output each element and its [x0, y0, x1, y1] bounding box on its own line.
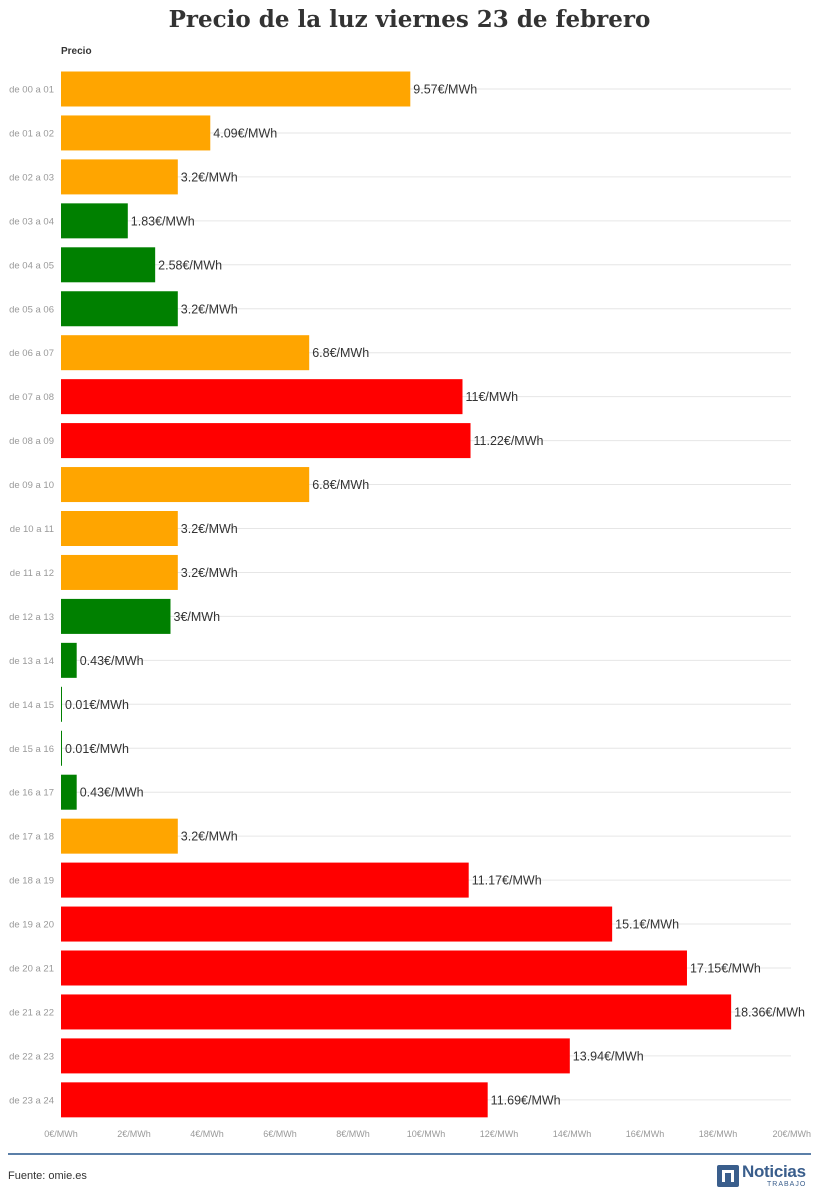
x-tick-label: 14€/MWh	[553, 1129, 592, 1139]
category-label: de 05 a 06	[9, 304, 54, 315]
bar	[61, 335, 310, 371]
x-tick-label: 18€/MWh	[699, 1129, 738, 1139]
bar	[61, 950, 687, 986]
bar	[61, 1082, 488, 1118]
x-tick-label: 8€/MWh	[336, 1129, 370, 1139]
category-label: de 04 a 05	[9, 260, 54, 271]
data-label: 3.2€/MWh	[181, 522, 238, 536]
logo-name: Noticias	[742, 1162, 806, 1181]
bar	[61, 423, 471, 459]
bar	[61, 379, 463, 415]
chart-title: Precio de la luz viernes 23 de febrero	[168, 6, 651, 33]
data-label: 3.2€/MWh	[181, 566, 238, 580]
bar	[61, 554, 178, 590]
bar	[61, 642, 77, 678]
category-label: de 14 a 15	[9, 700, 54, 711]
x-tick-label: 20€/MWh	[772, 1129, 811, 1139]
x-tick-label: 12€/MWh	[480, 1129, 519, 1139]
data-label: 11.69€/MWh	[491, 1093, 561, 1107]
bar	[61, 994, 732, 1030]
data-label: 3.2€/MWh	[181, 830, 238, 844]
x-tick-label: 4€/MWh	[190, 1129, 224, 1139]
x-tick-label: 0€/MWh	[44, 1129, 78, 1139]
bar	[61, 115, 211, 151]
data-label: 0.01€/MWh	[65, 742, 129, 756]
category-label: de 08 a 09	[9, 436, 54, 447]
category-label: de 11 a 12	[10, 568, 54, 579]
bar	[61, 774, 77, 810]
category-label: de 03 a 04	[9, 216, 54, 227]
data-label: 15.1€/MWh	[615, 918, 679, 932]
bar	[61, 291, 178, 327]
category-label: de 10 a 11	[10, 524, 54, 535]
logo-icon	[717, 1165, 739, 1187]
category-label: de 17 a 18	[9, 832, 54, 843]
bar	[61, 467, 310, 503]
category-label: de 20 a 21	[9, 964, 54, 975]
category-label: de 19 a 20	[9, 920, 54, 931]
column-header: Precio	[61, 46, 92, 57]
category-label: de 16 a 17	[9, 788, 54, 799]
bar	[61, 906, 613, 942]
data-label: 0.43€/MWh	[80, 786, 144, 800]
category-label: de 09 a 10	[9, 480, 54, 491]
bar	[61, 203, 128, 239]
bar	[61, 511, 178, 546]
data-label: 2.58€/MWh	[158, 258, 222, 272]
data-label: 9.57€/MWh	[413, 83, 477, 97]
data-label: 6.8€/MWh	[312, 478, 369, 492]
bar	[61, 686, 62, 722]
data-label: 17.15€/MWh	[690, 962, 761, 976]
data-label: 4.09€/MWh	[213, 126, 277, 140]
data-label: 13.94€/MWh	[573, 1049, 644, 1063]
category-label: de 15 a 16	[9, 744, 54, 755]
x-tick-label: 10€/MWh	[407, 1129, 446, 1139]
data-label: 0.43€/MWh	[80, 654, 144, 668]
category-label: de 07 a 08	[9, 392, 54, 403]
x-tick-label: 2€/MWh	[117, 1129, 151, 1139]
bar	[61, 598, 171, 634]
bar	[61, 730, 62, 766]
data-label: 0.01€/MWh	[65, 698, 129, 712]
category-label: de 21 a 22	[9, 1007, 54, 1018]
category-label: de 00 a 01	[9, 85, 54, 96]
x-tick-label: 6€/MWh	[263, 1129, 297, 1139]
source-note: Fuente: omie.es	[8, 1170, 87, 1182]
data-label: 18.36€/MWh	[734, 1005, 805, 1019]
data-label: 11€/MWh	[466, 390, 519, 404]
category-label: de 18 a 19	[9, 876, 54, 887]
footer-divider	[8, 1153, 811, 1155]
bar	[61, 862, 469, 898]
bar	[61, 247, 156, 283]
bar	[61, 71, 411, 107]
x-tick-label: 16€/MWh	[626, 1129, 665, 1139]
data-label: 3.2€/MWh	[181, 170, 238, 184]
data-label: 3€/MWh	[174, 610, 221, 624]
bar-chart: de 00 a 01 de 01 a 02 de 02 a 03 de 03 a 04…	[9, 71, 811, 1139]
data-label: 1.83€/MWh	[131, 214, 195, 228]
category-label: de 01 a 02	[9, 128, 54, 139]
data-label: 3.2€/MWh	[181, 302, 238, 316]
data-label: 11.17€/MWh	[472, 874, 542, 888]
category-label: de 23 a 24	[9, 1095, 54, 1106]
category-label: de 22 a 23	[9, 1051, 54, 1062]
bar	[61, 1038, 570, 1074]
brand-logo[interactable]: Noticias TRABAJO	[717, 1162, 811, 1190]
category-label: de 06 a 07	[9, 348, 54, 359]
category-label: de 13 a 14	[9, 656, 54, 667]
data-label: 6.8€/MWh	[312, 346, 369, 360]
logo-subtitle: TRABAJO	[767, 1181, 807, 1188]
bar	[61, 818, 178, 854]
category-label: de 02 a 03	[9, 172, 54, 183]
category-label: de 12 a 13	[9, 612, 54, 623]
data-label: 11.22€/MWh	[474, 434, 544, 448]
bar	[61, 159, 178, 195]
